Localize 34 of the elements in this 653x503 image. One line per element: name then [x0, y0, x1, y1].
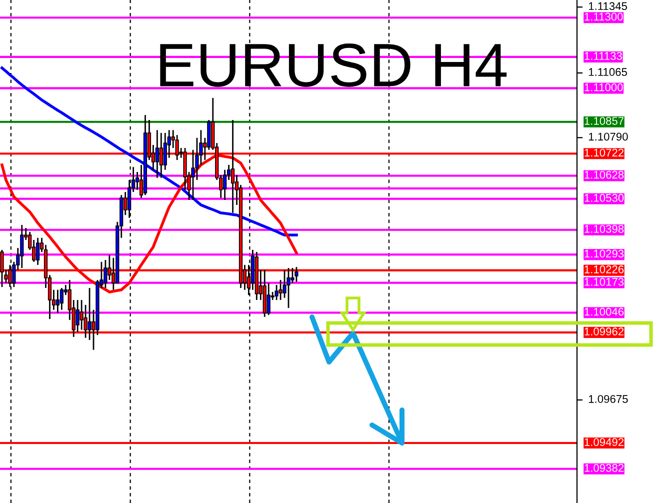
ref-line-label: 1.09382: [584, 464, 624, 472]
ref-line-label: 1.10226: [584, 265, 624, 274]
ref-line-label: 1.11300: [584, 12, 623, 21]
ref-line-label: 1.10722: [584, 148, 624, 157]
ref-line-label: 1.10046: [584, 308, 624, 316]
candlestick: [266, 282, 270, 316]
candlestick: [274, 284, 278, 301]
candlestick: [36, 237, 40, 266]
ref-line-label: 1.09492: [584, 438, 624, 446]
candlestick: [294, 266, 298, 283]
candlestick: [88, 287, 92, 341]
candlestick: [278, 279, 282, 301]
candlestick: [290, 267, 294, 284]
ref-line-label: 1.11000: [584, 83, 623, 92]
ref-line-label: 1.10628: [584, 170, 624, 179]
ref-line-label: 1.09962: [584, 328, 624, 336]
y-tick-label: 1.10790: [588, 132, 628, 141]
candlestick: [104, 259, 108, 289]
y-tick-label: 1.11345: [588, 2, 627, 10]
candlestick: [223, 169, 227, 201]
candlestick: [155, 129, 159, 179]
ref-line-label: 1.10173: [584, 278, 624, 286]
y-tick-label: 1.11065: [588, 68, 627, 76]
ref-line-label: 1.10530: [584, 194, 624, 202]
ref-line-label: 1.10398: [584, 224, 624, 233]
candlestick: [56, 289, 60, 314]
ref-line-label: 1.11133: [584, 52, 622, 60]
ref-line-label: 1.10293: [584, 250, 624, 258]
candlestick: [60, 287, 64, 311]
candlestick: [20, 224, 24, 269]
candlestick: [76, 299, 80, 333]
candlestick: [286, 267, 290, 309]
ref-line-label: 1.10857: [584, 116, 624, 125]
y-tick-label: 1.09675: [588, 395, 628, 403]
